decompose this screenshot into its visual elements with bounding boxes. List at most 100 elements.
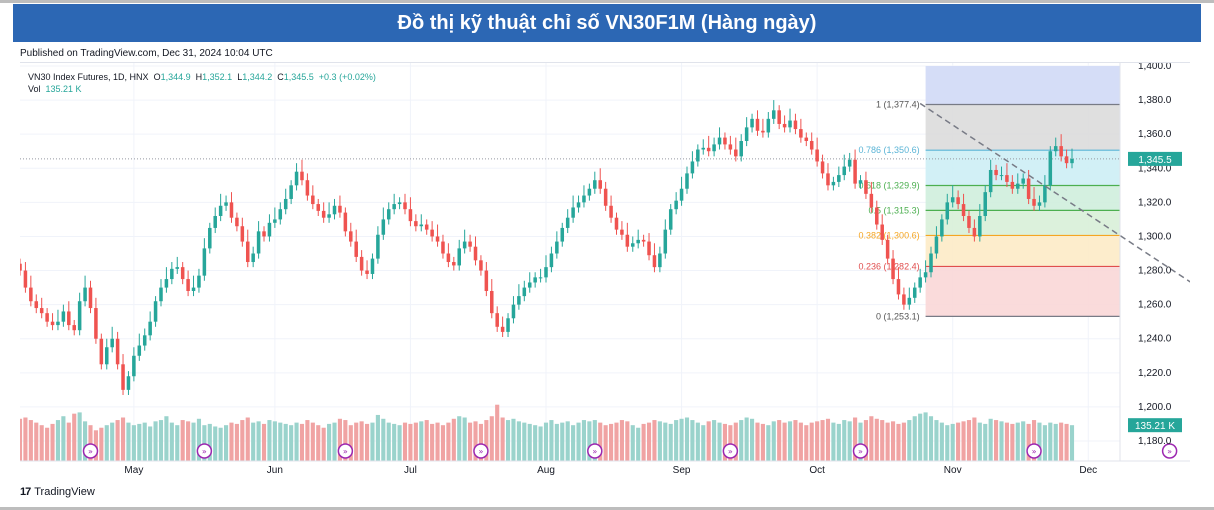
candle: [441, 241, 445, 254]
legend-low: 1,344.2: [242, 72, 273, 82]
price-tick-label: 1,240.0: [1138, 334, 1172, 345]
volume-bar: [641, 423, 646, 461]
volume-bar: [977, 422, 982, 461]
event-marker-icon: »: [728, 447, 733, 456]
candle: [1048, 151, 1053, 186]
volume-bar: [267, 420, 272, 461]
volume-bar: [169, 422, 174, 461]
volume-bar: [115, 420, 120, 461]
candle: [83, 287, 87, 302]
candle: [94, 308, 98, 339]
candle: [376, 234, 380, 259]
volume-bar: [72, 413, 77, 461]
event-marker-circle: [473, 443, 489, 459]
volume-bar: [646, 422, 652, 461]
price-tick-label: 1,180.0: [1138, 436, 1172, 447]
volume-bar: [749, 418, 755, 461]
volume-bar: [1015, 422, 1020, 461]
candle: [159, 287, 163, 302]
candle: [631, 243, 635, 247]
volume-bar: [88, 425, 93, 461]
time-tick-label: Aug: [537, 465, 555, 476]
volume-bar: [690, 420, 695, 461]
volume-bar: [983, 423, 988, 461]
volume-bar: [896, 423, 901, 461]
volume-bar: [907, 420, 912, 461]
candle: [462, 241, 467, 249]
volume-bar: [560, 422, 565, 461]
chart-area[interactable]: 1 (1,377.4) 0.786 (1,350.6) 0.618 (1,329.9…: [20, 62, 1190, 483]
candle: [473, 246, 478, 261]
volume-bar: [354, 422, 359, 461]
volume-bar: [766, 425, 771, 461]
candle: [484, 270, 489, 291]
candle: [999, 175, 1004, 177]
volume-bar: [994, 420, 999, 461]
volume-bar: [364, 423, 370, 461]
volume-bar: [684, 417, 690, 461]
candle: [831, 181, 836, 186]
candle: [500, 326, 505, 332]
volume-bar: [614, 422, 619, 461]
volume-bar: [294, 422, 299, 461]
volume-bar: [657, 421, 662, 461]
candle: [609, 205, 613, 218]
candle: [354, 241, 358, 257]
tradingview-logo[interactable]: 17 TradingView: [20, 486, 95, 498]
volume-bar: [511, 418, 516, 461]
candle: [663, 229, 668, 254]
volume-bar: [234, 423, 239, 461]
candle: [994, 169, 998, 176]
last-volume-value: 135.21 K: [1135, 421, 1175, 432]
volume-bar: [712, 420, 717, 461]
volume-bar: [804, 425, 809, 461]
candle: [202, 248, 207, 276]
volume-bar: [777, 420, 782, 461]
last-price-value: 1,345.5: [1138, 155, 1172, 166]
candle: [1032, 198, 1036, 206]
volume-bar: [988, 418, 993, 461]
candle: [712, 144, 716, 152]
volume-bar: [186, 421, 191, 461]
fib-zone: [925, 210, 1120, 236]
volume-bar: [939, 422, 944, 461]
volume-bar: [283, 423, 288, 461]
legend-low-label: L: [237, 72, 243, 82]
volume-bar: [61, 416, 66, 461]
volume-bar: [576, 422, 581, 461]
trendline: [919, 102, 1190, 283]
event-marker: »: [722, 443, 739, 459]
volume-bar: [261, 423, 267, 461]
candle: [23, 270, 28, 288]
volume-bar: [240, 420, 245, 461]
volume-bar: [202, 425, 207, 461]
volume-bar: [880, 420, 885, 461]
candle: [934, 236, 939, 254]
candle: [408, 209, 413, 222]
price-tick-label: 1,340.0: [1138, 163, 1172, 174]
price-tick-label: 1,400.0: [1138, 63, 1172, 72]
volume-bar: [755, 422, 760, 461]
volume-bar: [137, 423, 142, 461]
event-marker-circle: [852, 443, 869, 459]
volume-bar: [299, 423, 305, 461]
candle: [706, 147, 711, 152]
price-chart[interactable]: 1 (1,377.4) 0.786 (1,350.6) 0.618 (1,329.9…: [20, 63, 1190, 483]
event-marker-circle: [1161, 443, 1178, 459]
event-marker-circle: [1026, 443, 1042, 459]
tradingview-brand: TradingView: [34, 486, 95, 498]
price-tick-label: 1,360.0: [1138, 129, 1172, 140]
volume-bar: [55, 420, 61, 461]
candle: [929, 253, 933, 273]
volume-bar: [733, 422, 738, 461]
volume-bar: [1053, 423, 1058, 461]
candle: [891, 258, 895, 280]
candle: [1064, 156, 1069, 164]
volume-bar: [28, 420, 33, 461]
candle: [885, 239, 890, 259]
volume-bar: [717, 422, 722, 461]
candle: [853, 159, 857, 184]
fib-extension-zone: [925, 66, 1120, 105]
volume-bar: [245, 417, 250, 461]
volume-bar: [825, 418, 831, 461]
